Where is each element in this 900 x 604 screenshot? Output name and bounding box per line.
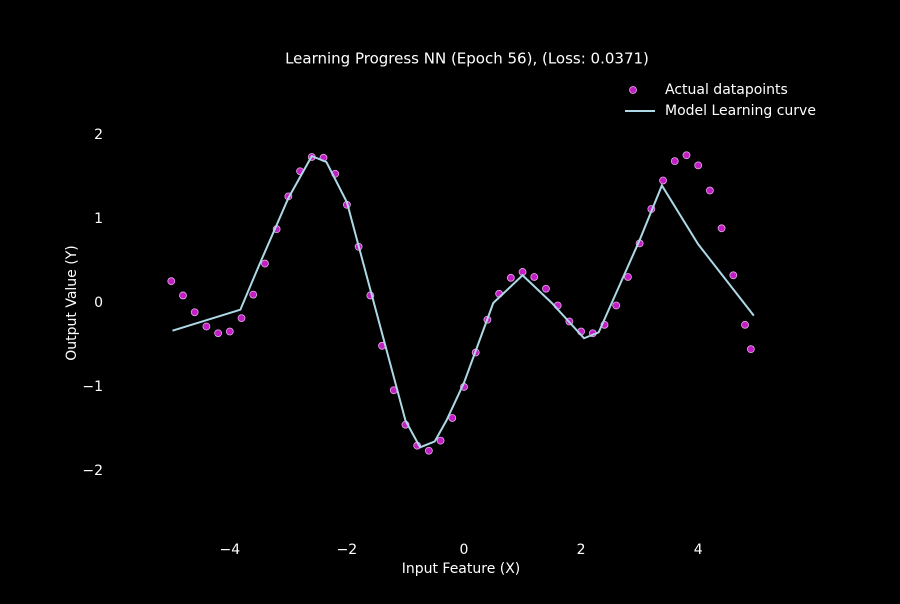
data-point <box>624 273 632 281</box>
data-point <box>717 224 726 233</box>
data-point <box>261 259 269 268</box>
legend-marker <box>629 86 637 94</box>
legend-label: Actual datapoints <box>665 82 788 98</box>
x-axis-label: Input Feature (X) <box>402 561 521 577</box>
data-point <box>659 176 667 185</box>
data-point <box>670 157 679 166</box>
y-tick-label: −2 <box>82 463 103 479</box>
data-point <box>237 314 246 323</box>
model-curve <box>172 154 755 449</box>
y-tick-label: 1 <box>94 211 103 227</box>
x-tick-label: 4 <box>694 542 703 558</box>
data-point <box>190 308 199 317</box>
data-point <box>424 446 433 455</box>
data-point <box>694 161 703 170</box>
data-point <box>448 414 457 422</box>
data-point <box>542 284 550 293</box>
data-point <box>225 327 234 336</box>
data-point <box>202 322 211 331</box>
data-point <box>729 271 738 280</box>
data-point <box>746 345 755 354</box>
data-point <box>612 301 621 310</box>
data-point <box>682 151 691 160</box>
y-tick-label: 2 <box>94 127 103 143</box>
x-tick-label: 0 <box>460 542 469 558</box>
data-point <box>167 277 176 286</box>
data-point <box>705 186 714 195</box>
data-point <box>530 273 539 281</box>
data-point <box>506 273 515 282</box>
y-tick-label: 0 <box>94 295 103 311</box>
data-point <box>741 320 749 329</box>
y-tick-label: −1 <box>82 379 103 395</box>
chart-title: Learning Progress NN (Epoch 56), (Loss: … <box>285 50 649 68</box>
data-point <box>214 329 223 338</box>
x-tick-label: −4 <box>219 542 240 558</box>
data-point <box>436 436 445 445</box>
data-point <box>249 290 258 299</box>
data-point <box>179 291 187 300</box>
x-tick-label: 2 <box>577 542 586 558</box>
y-axis-label: Output Value (Y) <box>64 245 80 360</box>
legend-label: Model Learning curve <box>665 103 816 119</box>
x-tick-label: −2 <box>337 542 358 558</box>
